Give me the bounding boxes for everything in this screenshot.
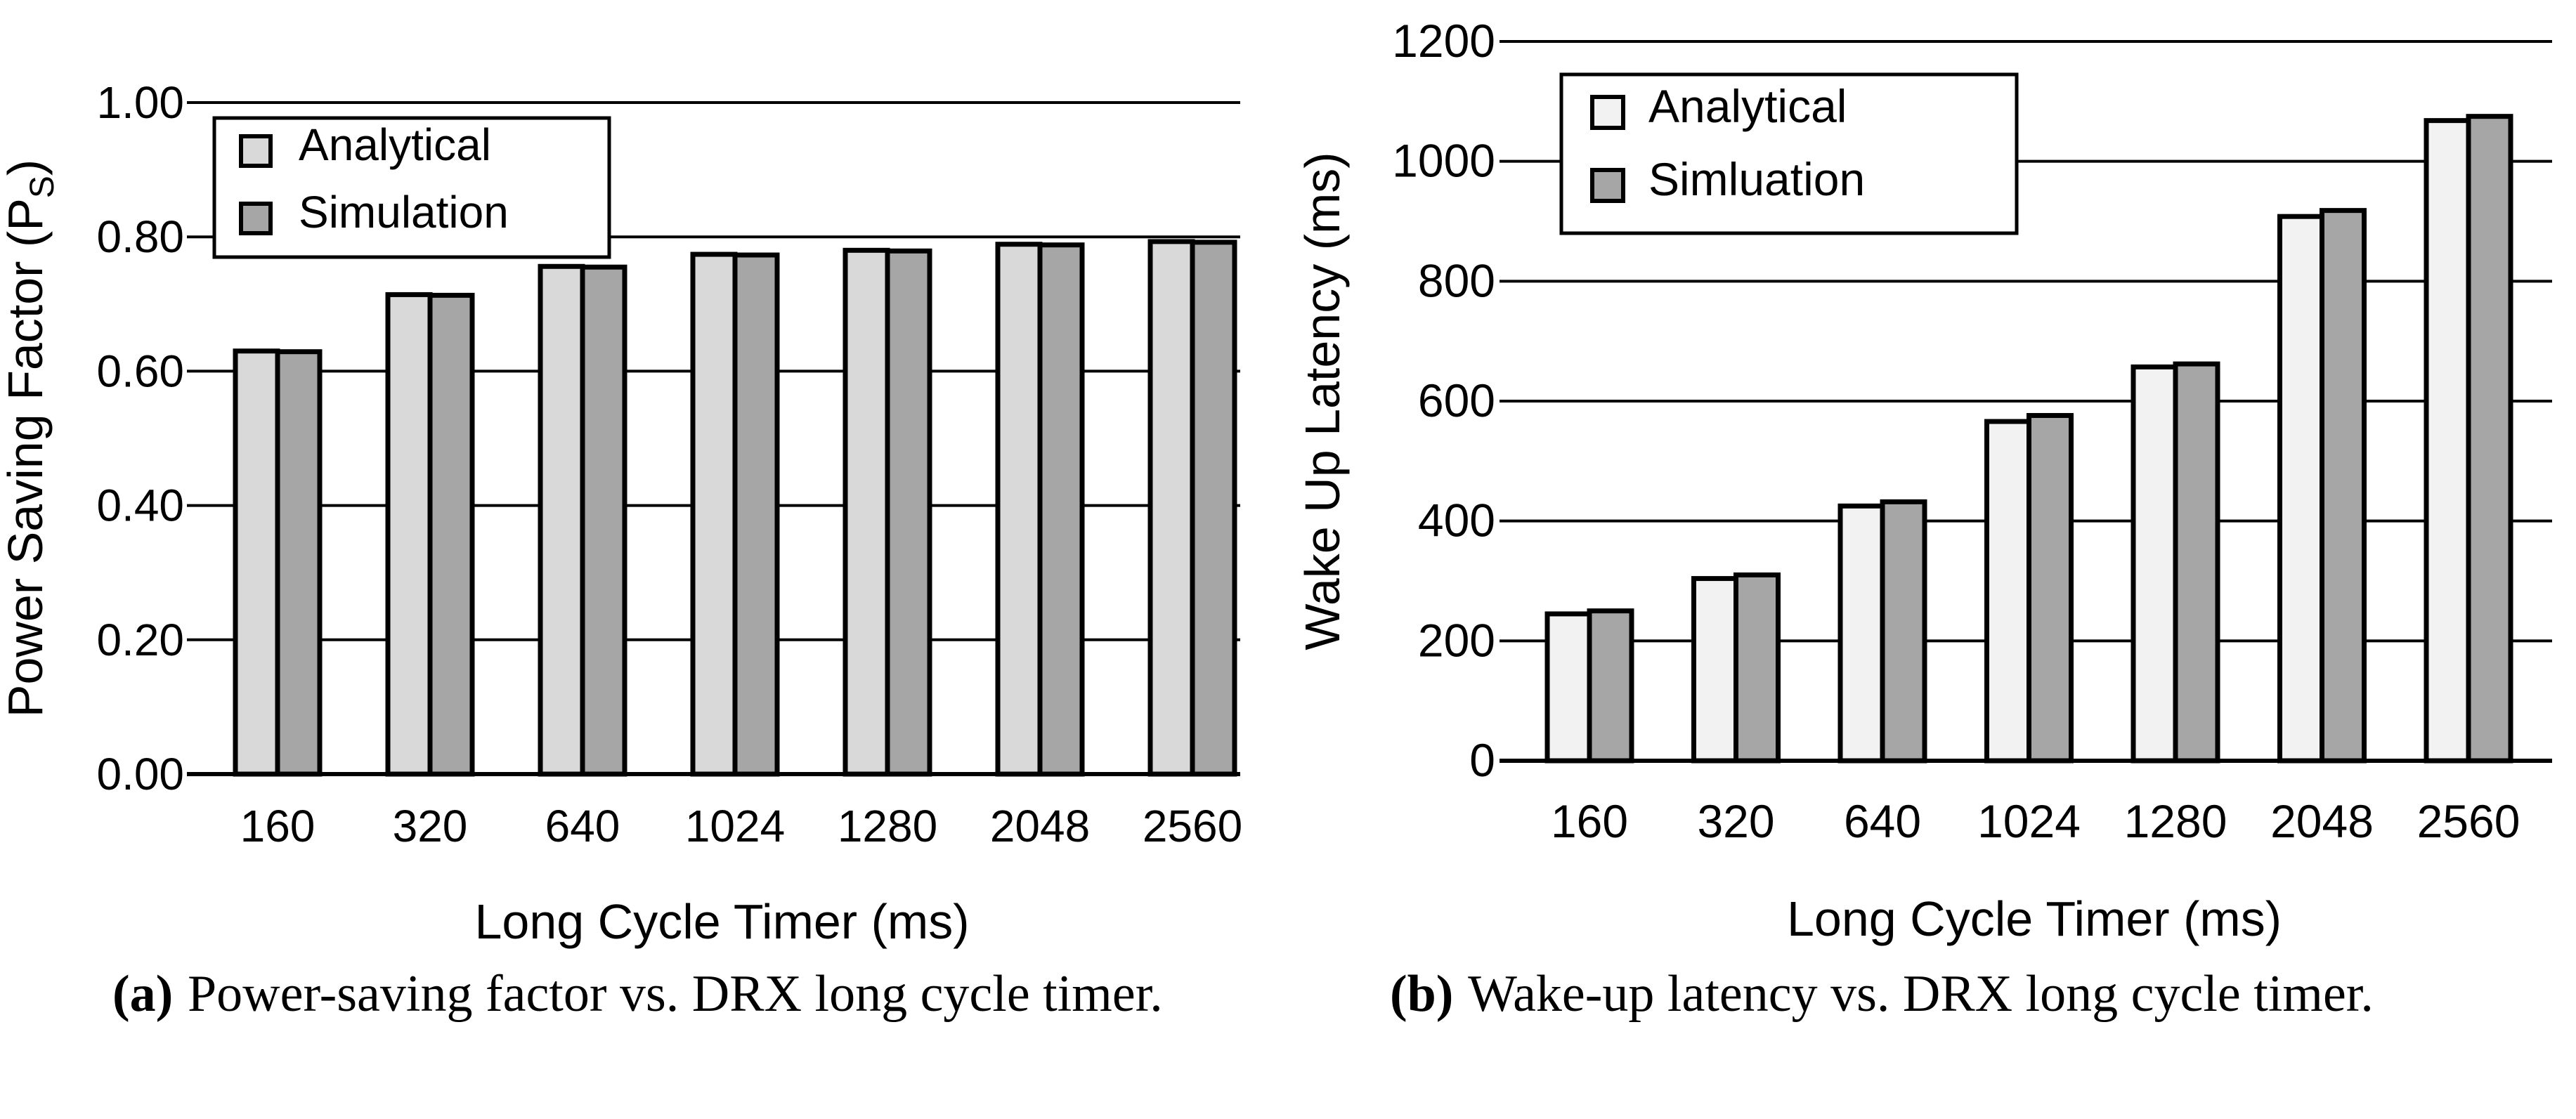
y-tick-label-b: 1000 [1392, 135, 1495, 187]
x-axis-title-b: Long Cycle Timer (ms) [1787, 891, 2282, 946]
caption-b: (b) Wake-up latency vs. DRX long cycle ti… [1390, 954, 2396, 1035]
x-tick-label-b: 160 [1551, 795, 1628, 847]
y-tick-label-b: 400 [1418, 495, 1495, 547]
bar-a-simulation-2560 [1190, 240, 1237, 777]
bar-b-simluation-1280 [2173, 361, 2220, 764]
bar-b-analytical-1024 [1984, 419, 2031, 764]
bar-a-analytical-1280 [843, 247, 890, 777]
bar-a-analytical-1024 [690, 251, 738, 777]
y-tick-label-b: 200 [1418, 614, 1495, 666]
caption-b-text: Wake-up latency vs. DRX long cycle timer… [1468, 965, 2374, 1023]
y-tick-label-a: 0.00 [96, 749, 184, 799]
legend-label-a-0: Analytical [299, 119, 491, 170]
y-tick-label-b: 800 [1418, 254, 1495, 306]
y-tick-label-a: 0.40 [96, 480, 184, 531]
bar-a-simulation-320 [427, 292, 475, 777]
x-tick-label-a: 320 [393, 801, 468, 851]
bar-b-simluation-1024 [2027, 412, 2074, 764]
x-tick-label-a: 160 [240, 801, 316, 851]
x-tick-label-a: 2560 [1143, 801, 1242, 851]
bar-b-simluation-160 [1587, 608, 1634, 764]
legend-box-a [212, 116, 611, 259]
bar-a-simulation-1280 [885, 248, 932, 777]
x-tick-label-b: 1280 [2124, 795, 2227, 847]
caption-a-text: Power-saving factor vs. DRX long cycle t… [188, 965, 1163, 1023]
bar-a-analytical-160 [233, 348, 280, 777]
bar-b-analytical-2560 [2424, 118, 2471, 764]
bar-b-analytical-2048 [2277, 214, 2324, 764]
bar-b-analytical-640 [1837, 503, 1885, 764]
bar-a-analytical-320 [385, 292, 433, 777]
y-tick-label-b: 0 [1469, 734, 1495, 786]
y-tick-label-a: 0.60 [96, 346, 184, 396]
bar-b-analytical-1280 [2131, 364, 2178, 764]
x-tick-label-b: 320 [1697, 795, 1774, 847]
legend-swatch-a-0 [239, 134, 273, 168]
bar-a-simulation-2048 [1037, 242, 1085, 777]
bar-a-simulation-160 [275, 349, 323, 777]
y-tick-label-a: 0.80 [96, 211, 184, 262]
x-tick-label-a: 1280 [838, 801, 937, 851]
x-tick-label-a: 640 [545, 801, 620, 851]
legend-swatch-a-1 [239, 202, 273, 235]
bar-b-simluation-2048 [2320, 208, 2367, 764]
y-tick-label-b: 1200 [1392, 15, 1495, 67]
bar-b-analytical-160 [1544, 611, 1592, 764]
bar-a-analytical-2560 [1147, 239, 1195, 777]
legend-label-b-1: Simluation [1648, 153, 1865, 205]
caption-a: (a) Power-saving factor vs. DRX long cycl… [112, 954, 1166, 1035]
x-axis-title-a: Long Cycle Timer (ms) [474, 894, 969, 949]
bar-a-simulation-640 [580, 264, 627, 777]
y-axis-title-a: Power Saving Factor (PS) [0, 159, 61, 718]
caption-b-marker: (b) [1390, 965, 1454, 1023]
bar-b-simluation-640 [1880, 499, 1927, 764]
x-tick-label-b: 640 [1844, 795, 1921, 847]
x-tick-label-b: 1024 [1977, 795, 2081, 847]
legend-swatch-b-1 [1590, 168, 1625, 203]
x-tick-label-b: 2560 [2417, 795, 2520, 847]
bar-a-analytical-640 [538, 263, 585, 777]
legend-box-b [1559, 72, 2019, 235]
bar-b-simluation-2560 [2466, 114, 2513, 764]
y-tick-label-a: 1.00 [96, 77, 184, 128]
legend-swatch-b-0 [1590, 95, 1625, 130]
legend-label-b-0: Analytical [1648, 80, 1847, 132]
y-tick-label-a: 0.20 [96, 615, 184, 665]
legend-label-a-1: Simulation [299, 187, 509, 237]
x-tick-label-a: 2048 [990, 801, 1090, 851]
x-tick-label-a: 1024 [685, 801, 785, 851]
bar-a-analytical-2048 [995, 242, 1043, 777]
bar-b-analytical-320 [1691, 576, 1738, 764]
bar-b-simluation-320 [1733, 572, 1781, 764]
y-axis-title-b: Wake Up Latency (ms) [1295, 152, 1350, 650]
x-tick-label-b: 2048 [2270, 795, 2374, 847]
bar-a-simulation-1024 [732, 252, 780, 777]
y-tick-label-b: 600 [1418, 374, 1495, 426]
caption-a-marker: (a) [112, 965, 174, 1023]
